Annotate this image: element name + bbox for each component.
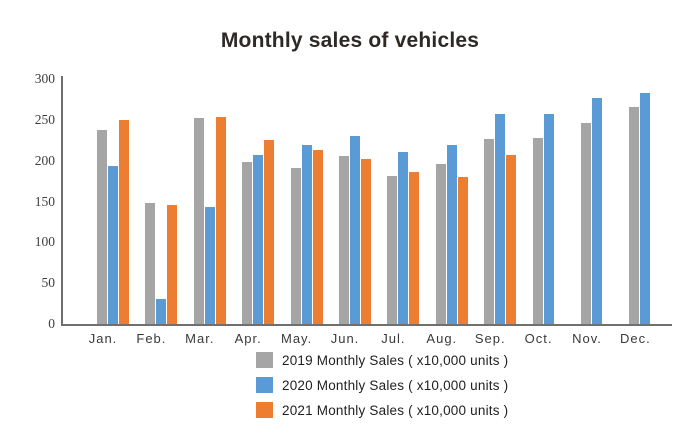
- bar-group-apr: [242, 79, 275, 324]
- bar-2019-may: [290, 168, 301, 324]
- bar-2019-feb: [145, 203, 156, 324]
- bar-2020-oct: [543, 114, 554, 324]
- bar-2021-feb: [167, 204, 178, 324]
- bar-group-oct: [532, 79, 565, 324]
- bar-2021-mar: [215, 117, 226, 324]
- bar-2021-aug: [457, 177, 468, 324]
- legend-label-2020: 2020 Monthly Sales ( x10,000 units ): [282, 377, 509, 393]
- bar-2019-sep: [484, 138, 495, 324]
- y-tick-label: 200: [34, 152, 55, 168]
- x-tick-label-nov: Nov.: [572, 331, 602, 346]
- x-tick-label-jan: Jan.: [88, 331, 118, 346]
- legend-swatch-2019: [256, 352, 273, 368]
- legend-item-2019: 2019 Monthly Sales ( x10,000 units ): [256, 352, 508, 368]
- bar-2020-feb: [156, 298, 167, 324]
- legend-item-2021: 2021 Monthly Sales ( x10,000 units ): [256, 402, 508, 418]
- bar-2021-sep: [506, 154, 517, 324]
- plot-area: 0 50 100 150 200 250 300 Jan. Feb. Mar. Apr. May. J…: [35, 71, 672, 346]
- bar-2021-may: [312, 150, 323, 324]
- legend-swatch-2021: [256, 402, 273, 418]
- bar-2019-mar: [193, 118, 204, 324]
- y-tick-label: 0: [48, 316, 55, 331]
- bar-2019-aug: [435, 163, 446, 324]
- x-tick-label-jul: Jul.: [381, 331, 406, 346]
- bar-group-aug: [435, 79, 468, 324]
- bar-2020-jul: [398, 151, 409, 324]
- legend-label-2019: 2019 Monthly Sales ( x10,000 units ): [282, 352, 509, 368]
- x-tick-label-feb: Feb.: [136, 331, 167, 346]
- bar-group-sep: [484, 79, 517, 324]
- x-tick-label-aug: Aug.: [426, 331, 458, 346]
- bar-2021-apr: [264, 140, 275, 324]
- bar-2020-apr: [253, 154, 264, 324]
- legend-swatch-2020: [256, 377, 273, 393]
- bar-2021-jul: [409, 172, 420, 324]
- bar-2020-may: [301, 145, 312, 324]
- x-tick-label-sep: Sep.: [474, 331, 506, 346]
- bar-2019-apr: [242, 162, 253, 324]
- chart-title: Monthly sales of vehicles: [220, 29, 480, 52]
- bar-2019-jan: [97, 129, 107, 324]
- bar-group-nov: [581, 79, 613, 324]
- bar-2019-jun: [339, 155, 349, 324]
- bar-2020-mar: [204, 207, 215, 324]
- bar-2020-dec: [640, 92, 651, 324]
- y-tick-label: 250: [34, 111, 55, 127]
- x-tick-label-may: May.: [280, 331, 313, 346]
- x-tick-label-dec: Dec.: [620, 331, 651, 346]
- bar-group-jan: [97, 79, 129, 324]
- y-axis-line: [61, 76, 63, 326]
- bar-2019-nov: [581, 123, 591, 324]
- x-axis-line: [61, 324, 672, 326]
- legend-item-2020: 2020 Monthly Sales ( x10,000 units ): [256, 377, 508, 393]
- bar-group-may: [290, 79, 323, 324]
- bar-2020-nov: [592, 97, 602, 324]
- x-tick-label-oct: Oct.: [524, 331, 553, 346]
- bar-2021-jan: [119, 119, 129, 324]
- x-tick-label-apr: Apr.: [234, 331, 262, 346]
- bar-2020-sep: [495, 114, 506, 324]
- x-tick-label-mar: Mar.: [185, 331, 215, 346]
- bar-group-dec: [629, 79, 661, 324]
- y-tick-label: 50: [41, 275, 56, 291]
- bar-2019-oct: [532, 137, 543, 324]
- y-tick-label: 100: [34, 234, 55, 250]
- y-tick-label: 150: [34, 193, 55, 209]
- bar-2019-dec: [629, 106, 640, 324]
- legend-label-2021: 2021 Monthly Sales ( x10,000 units ): [282, 402, 509, 418]
- bar-2020-aug: [446, 145, 457, 324]
- bar-2020-jan: [108, 165, 118, 324]
- bar-group-mar: [193, 79, 226, 324]
- bar-2019-jul: [387, 176, 398, 324]
- bar-group-jul: [387, 79, 420, 324]
- bar-2020-jun: [350, 136, 360, 324]
- legend: 2019 Monthly Sales ( x10,000 units ) 202…: [256, 352, 508, 418]
- y-tick-label: 300: [34, 71, 55, 86]
- bar-2021-jun: [361, 159, 371, 324]
- bar-group-feb: [145, 79, 178, 324]
- bar-group-jun: [339, 79, 371, 324]
- x-tick-label-jun: Jun.: [330, 331, 360, 346]
